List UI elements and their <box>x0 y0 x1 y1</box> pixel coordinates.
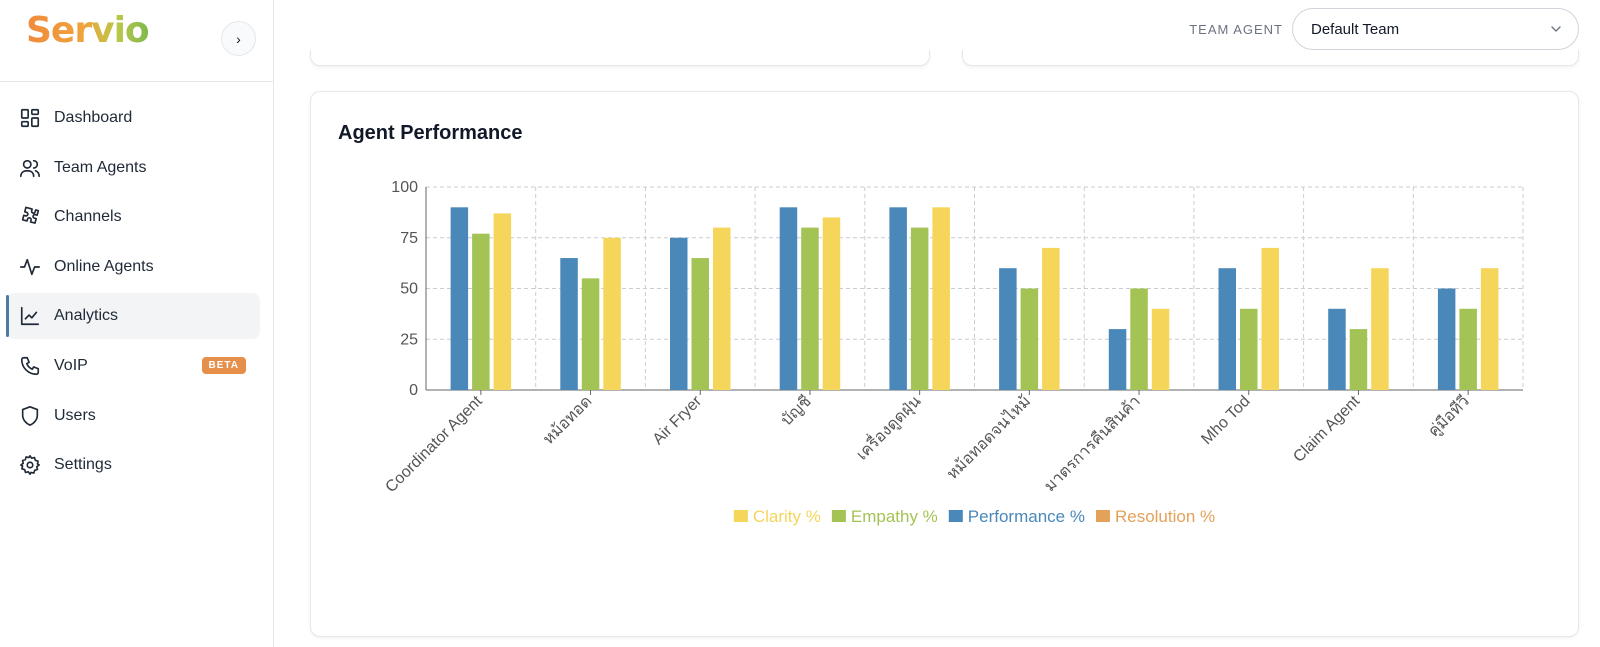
chart-line-icon <box>18 304 42 328</box>
sidebar-item-users[interactable]: Users <box>6 393 260 439</box>
divider <box>0 81 274 82</box>
sidebar-item-label: Dashboard <box>54 109 133 126</box>
team-select-value: Default Team <box>1311 20 1400 38</box>
bar <box>1459 308 1477 390</box>
shield-icon <box>18 404 42 428</box>
legend-swatch <box>1095 510 1110 522</box>
x-tick-label: บัญชี <box>778 392 815 429</box>
bar <box>560 258 578 390</box>
sidebar: Servio › Dashboard Team Agents Cha <box>0 0 274 647</box>
sidebar-item-voip[interactable]: VoIP BETA <box>6 343 260 389</box>
team-agent-label: TEAM AGENT <box>1189 22 1283 37</box>
dashboard-icon <box>18 106 42 130</box>
bar <box>779 207 798 390</box>
y-tick-label: 0 <box>409 382 418 399</box>
y-tick-label: 25 <box>400 331 418 348</box>
x-tick-label: เครื่องดูดฝุ่น <box>851 390 925 464</box>
sidebar-item-online-agents[interactable]: Online Agents <box>6 244 260 290</box>
x-tick-label: Air Fryer <box>650 392 706 448</box>
bar <box>822 217 841 390</box>
sidebar-item-label: Team Agents <box>54 158 147 176</box>
bar <box>1328 308 1346 390</box>
y-tick-label: 100 <box>391 179 418 196</box>
bar <box>1218 268 1236 390</box>
chevron-down-icon <box>1548 21 1564 41</box>
card-above-right <box>962 50 1579 66</box>
sidebar-item-label: VoIP <box>54 356 88 374</box>
bar <box>910 227 929 390</box>
bar <box>1020 288 1039 390</box>
brand-name: Servio <box>26 9 150 51</box>
x-tick-label: Coordinator Agent <box>382 392 486 496</box>
bar <box>1480 268 1499 390</box>
brand-logo[interactable]: Servio <box>26 8 150 52</box>
bar <box>713 227 731 390</box>
bar <box>1042 247 1060 390</box>
bar <box>1349 329 1368 390</box>
bar <box>670 237 688 390</box>
users-icon <box>18 156 42 180</box>
bar <box>932 207 950 390</box>
x-tick-label: Claim Agent <box>1290 392 1363 465</box>
sidebar-item-label: Analytics <box>54 307 119 325</box>
legend-swatch <box>733 510 748 522</box>
activity-icon <box>18 255 42 279</box>
x-tick-label: หม้อทอด <box>539 392 595 448</box>
sidebar-item-team-agents[interactable]: Team Agents <box>6 145 260 191</box>
legend-label: Resolution % <box>1115 507 1215 526</box>
x-tick-label: Mho Tod <box>1198 393 1253 448</box>
sidebar-item-dashboard[interactable]: Dashboard <box>6 95 260 141</box>
bar <box>1261 247 1279 390</box>
bar <box>889 207 907 390</box>
y-tick-label: 75 <box>400 230 418 247</box>
bar <box>1108 329 1127 390</box>
sidebar-item-label: Online Agents <box>54 257 154 275</box>
phone-icon <box>18 354 42 378</box>
bar <box>1240 308 1258 390</box>
gear-icon <box>18 453 42 477</box>
bar <box>603 237 621 390</box>
sidebar-item-label: Channels <box>54 208 122 226</box>
bar <box>999 268 1017 390</box>
bar <box>1437 288 1456 390</box>
agent-performance-card: Agent Performance 0 25 50 75 100 Coordinator … <box>310 91 1579 637</box>
sidebar-collapse-button[interactable]: › <box>221 21 256 56</box>
legend-label: Clarity % <box>753 507 821 526</box>
sidebar-item-settings[interactable]: Settings <box>6 442 260 488</box>
sidebar-nav: Dashboard Team Agents Channels Online Ag… <box>0 95 274 492</box>
card-above-left <box>310 50 930 66</box>
bar <box>1371 268 1389 390</box>
sidebar-item-analytics[interactable]: Analytics <box>6 293 260 340</box>
x-tick-label: มาตรการคืนสินค้า <box>1041 392 1144 495</box>
legend-label: Performance % <box>968 507 1085 526</box>
bar <box>1151 308 1170 390</box>
team-select[interactable]: Default Team <box>1292 8 1579 50</box>
y-tick-label: 50 <box>400 281 418 298</box>
sidebar-item-label: Users <box>54 406 96 424</box>
x-tick-label: คู่มือทีวี <box>1425 392 1474 441</box>
sidebar-item-channels[interactable]: Channels <box>6 194 260 240</box>
bar <box>450 207 469 390</box>
legend-swatch <box>831 510 846 522</box>
bar <box>472 233 490 390</box>
bar <box>581 278 600 390</box>
bar <box>691 258 709 390</box>
puzzle-icon <box>18 205 42 229</box>
x-tick-label: หม้อทอดจนไหม้ <box>942 391 1034 483</box>
card-title: Agent Performance <box>338 122 523 144</box>
beta-badge: BETA <box>201 356 246 374</box>
legend-label: Empathy % <box>851 507 938 526</box>
bar <box>493 213 512 390</box>
agent-performance-chart: 0 25 50 75 100 Coordinator Agent หม้อทอด Air Fr… <box>382 179 1524 526</box>
legend-swatch <box>948 510 963 522</box>
bar <box>1130 288 1148 390</box>
bar <box>801 227 819 390</box>
sidebar-item-label: Settings <box>54 456 112 474</box>
